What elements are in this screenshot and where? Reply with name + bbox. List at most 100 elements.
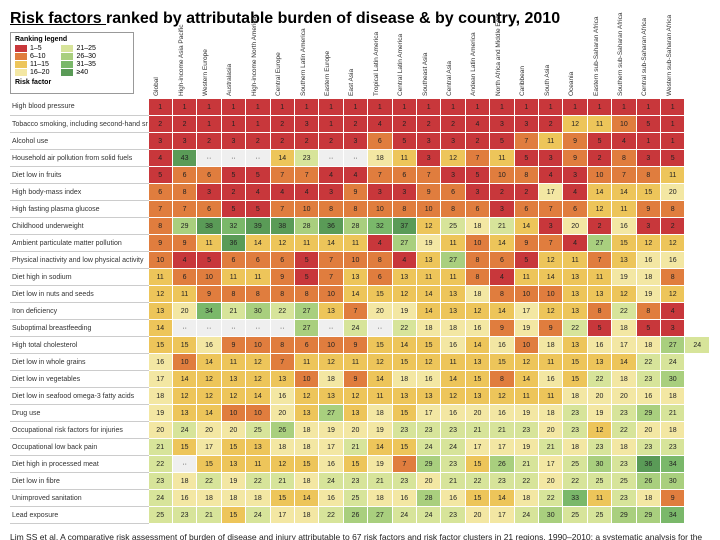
heatmap-cell: 21 xyxy=(539,439,563,456)
heatmap-cell: 14 xyxy=(465,337,489,354)
legend-label: 16–20 xyxy=(30,69,49,76)
heatmap-cell: 13 xyxy=(465,354,489,371)
heatmap-cell: 14 xyxy=(368,371,392,388)
heatmap-cell: 11 xyxy=(539,354,563,371)
heatmap-cell: 15 xyxy=(368,337,392,354)
heatmap-cell: 20 xyxy=(270,405,294,422)
table-row: Household air pollution from solid fuels… xyxy=(10,150,710,167)
heatmap-cell: 9 xyxy=(197,286,221,303)
legend-label: 31–35 xyxy=(76,61,95,68)
heatmap-cell: 2 xyxy=(343,116,367,133)
heatmap-cell: 9 xyxy=(172,235,196,252)
heatmap-cell: 27 xyxy=(587,235,611,252)
heatmap-cell: 15 xyxy=(563,354,587,371)
heatmap-cell: 6 xyxy=(172,167,196,184)
column-header: High-income North America xyxy=(246,32,270,99)
heatmap-cell: 20 xyxy=(416,473,440,490)
row-label: High total cholesterol xyxy=(10,337,148,354)
heatmap-cell: 12 xyxy=(246,371,270,388)
heatmap-cell: ·· xyxy=(197,150,221,167)
heatmap-cell: 13 xyxy=(221,456,245,473)
heatmap-cell: 33 xyxy=(563,490,587,507)
heatmap-cell: 12 xyxy=(343,388,367,405)
heatmap-cell: 21 xyxy=(368,473,392,490)
row-label: Diet low in nuts and seeds xyxy=(10,286,148,303)
heatmap-cell: 8 xyxy=(368,252,392,269)
heatmap-cell: 1 xyxy=(416,99,440,116)
heatmap-cell: 9 xyxy=(148,235,172,252)
heatmap-cell: 16 xyxy=(441,490,465,507)
heatmap-cell: 12 xyxy=(514,354,538,371)
heatmap-cell: 30 xyxy=(661,473,685,490)
column-header: Southern Latin America xyxy=(294,32,318,99)
heatmap-cell: 14 xyxy=(514,371,538,388)
heatmap-cell: 8 xyxy=(246,286,270,303)
heatmap-cell: ·· xyxy=(246,320,270,337)
heatmap-cell: 1 xyxy=(490,99,514,116)
heatmap-cell: 22 xyxy=(563,320,587,337)
table-row: Tobacco smoking, including second-hand s… xyxy=(10,116,710,133)
heatmap-cell: 12 xyxy=(197,388,221,405)
column-header: Central Europe xyxy=(270,32,294,99)
heatmap-cell: 8 xyxy=(587,303,611,320)
heatmap-cell: 43 xyxy=(172,150,196,167)
heatmap-cell: 1 xyxy=(514,99,538,116)
heatmap-cell: 15 xyxy=(490,354,514,371)
heatmap-cell: 21 xyxy=(465,422,489,439)
column-header: Eastern sub-Saharan Africa xyxy=(587,32,611,99)
heatmap-cell: 12 xyxy=(392,286,416,303)
row-label: Diet low in fruits xyxy=(10,167,148,184)
heatmap-cell: 23 xyxy=(294,150,318,167)
heatmap-cell: 16 xyxy=(587,337,611,354)
heatmap-cell: 27 xyxy=(319,405,343,422)
heatmap-cell: 14 xyxy=(246,388,270,405)
heatmap-cell: 9 xyxy=(490,320,514,337)
heatmap-cell: 11 xyxy=(514,269,538,286)
heatmap-cell: 23 xyxy=(392,422,416,439)
column-header: Tropical Latin America xyxy=(368,32,392,99)
heatmap-cell: 6 xyxy=(514,201,538,218)
heatmap-cell: 11 xyxy=(246,269,270,286)
heatmap-cell: 20 xyxy=(539,473,563,490)
heatmap-cell: 5 xyxy=(636,320,660,337)
heatmap-cell: 4 xyxy=(392,252,416,269)
heatmap-cell: 16 xyxy=(416,371,440,388)
heatmap-cell: 3 xyxy=(416,150,440,167)
heatmap-cell: 22 xyxy=(148,456,172,473)
heatmap-cell: 2 xyxy=(465,133,489,150)
heatmap-cell: 4 xyxy=(270,184,294,201)
column-header-label: Tropical Latin America xyxy=(373,30,380,96)
heatmap-cell: 21 xyxy=(197,507,221,524)
heatmap-cell: 25 xyxy=(563,507,587,524)
heatmap-cell: 1 xyxy=(465,99,489,116)
legend-label: 11–15 xyxy=(30,61,49,68)
heatmap-cell: 23 xyxy=(148,473,172,490)
heatmap-cell: 17 xyxy=(514,303,538,320)
column-header-label: Central Latin America xyxy=(397,30,404,96)
heatmap-cell: 18 xyxy=(368,490,392,507)
heatmap-cell: 34 xyxy=(197,303,221,320)
heatmap-cell: 5 xyxy=(636,116,660,133)
column-header-label: Southeast Asia xyxy=(422,30,429,96)
heatmap-cell: 18 xyxy=(636,490,660,507)
row-label: High blood pressure xyxy=(10,99,148,116)
row-label: Drug use xyxy=(10,405,148,422)
heatmap-cell: 16 xyxy=(172,490,196,507)
heatmap-cell: 11 xyxy=(294,235,318,252)
heatmap-cell: 7 xyxy=(587,252,611,269)
heatmap-cell: 22 xyxy=(539,490,563,507)
heatmap-cell: 14 xyxy=(490,235,514,252)
heatmap-cell: 4 xyxy=(368,235,392,252)
heatmap-cell: ·· xyxy=(319,320,343,337)
heatmap-cell: 15 xyxy=(221,439,245,456)
heatmap-cell: 23 xyxy=(661,439,685,456)
column-header: North Africa and Middle East xyxy=(490,32,514,99)
heatmap-cell: 12 xyxy=(539,303,563,320)
heatmap-cell: 13 xyxy=(587,354,611,371)
heatmap-cell: 24 xyxy=(246,507,270,524)
heatmap-cell: 5 xyxy=(246,167,270,184)
heatmap-cell: 2 xyxy=(270,116,294,133)
heatmap-cell: 18 xyxy=(661,422,685,439)
heatmap-cell: 19 xyxy=(612,269,636,286)
legend-swatch xyxy=(61,69,73,76)
